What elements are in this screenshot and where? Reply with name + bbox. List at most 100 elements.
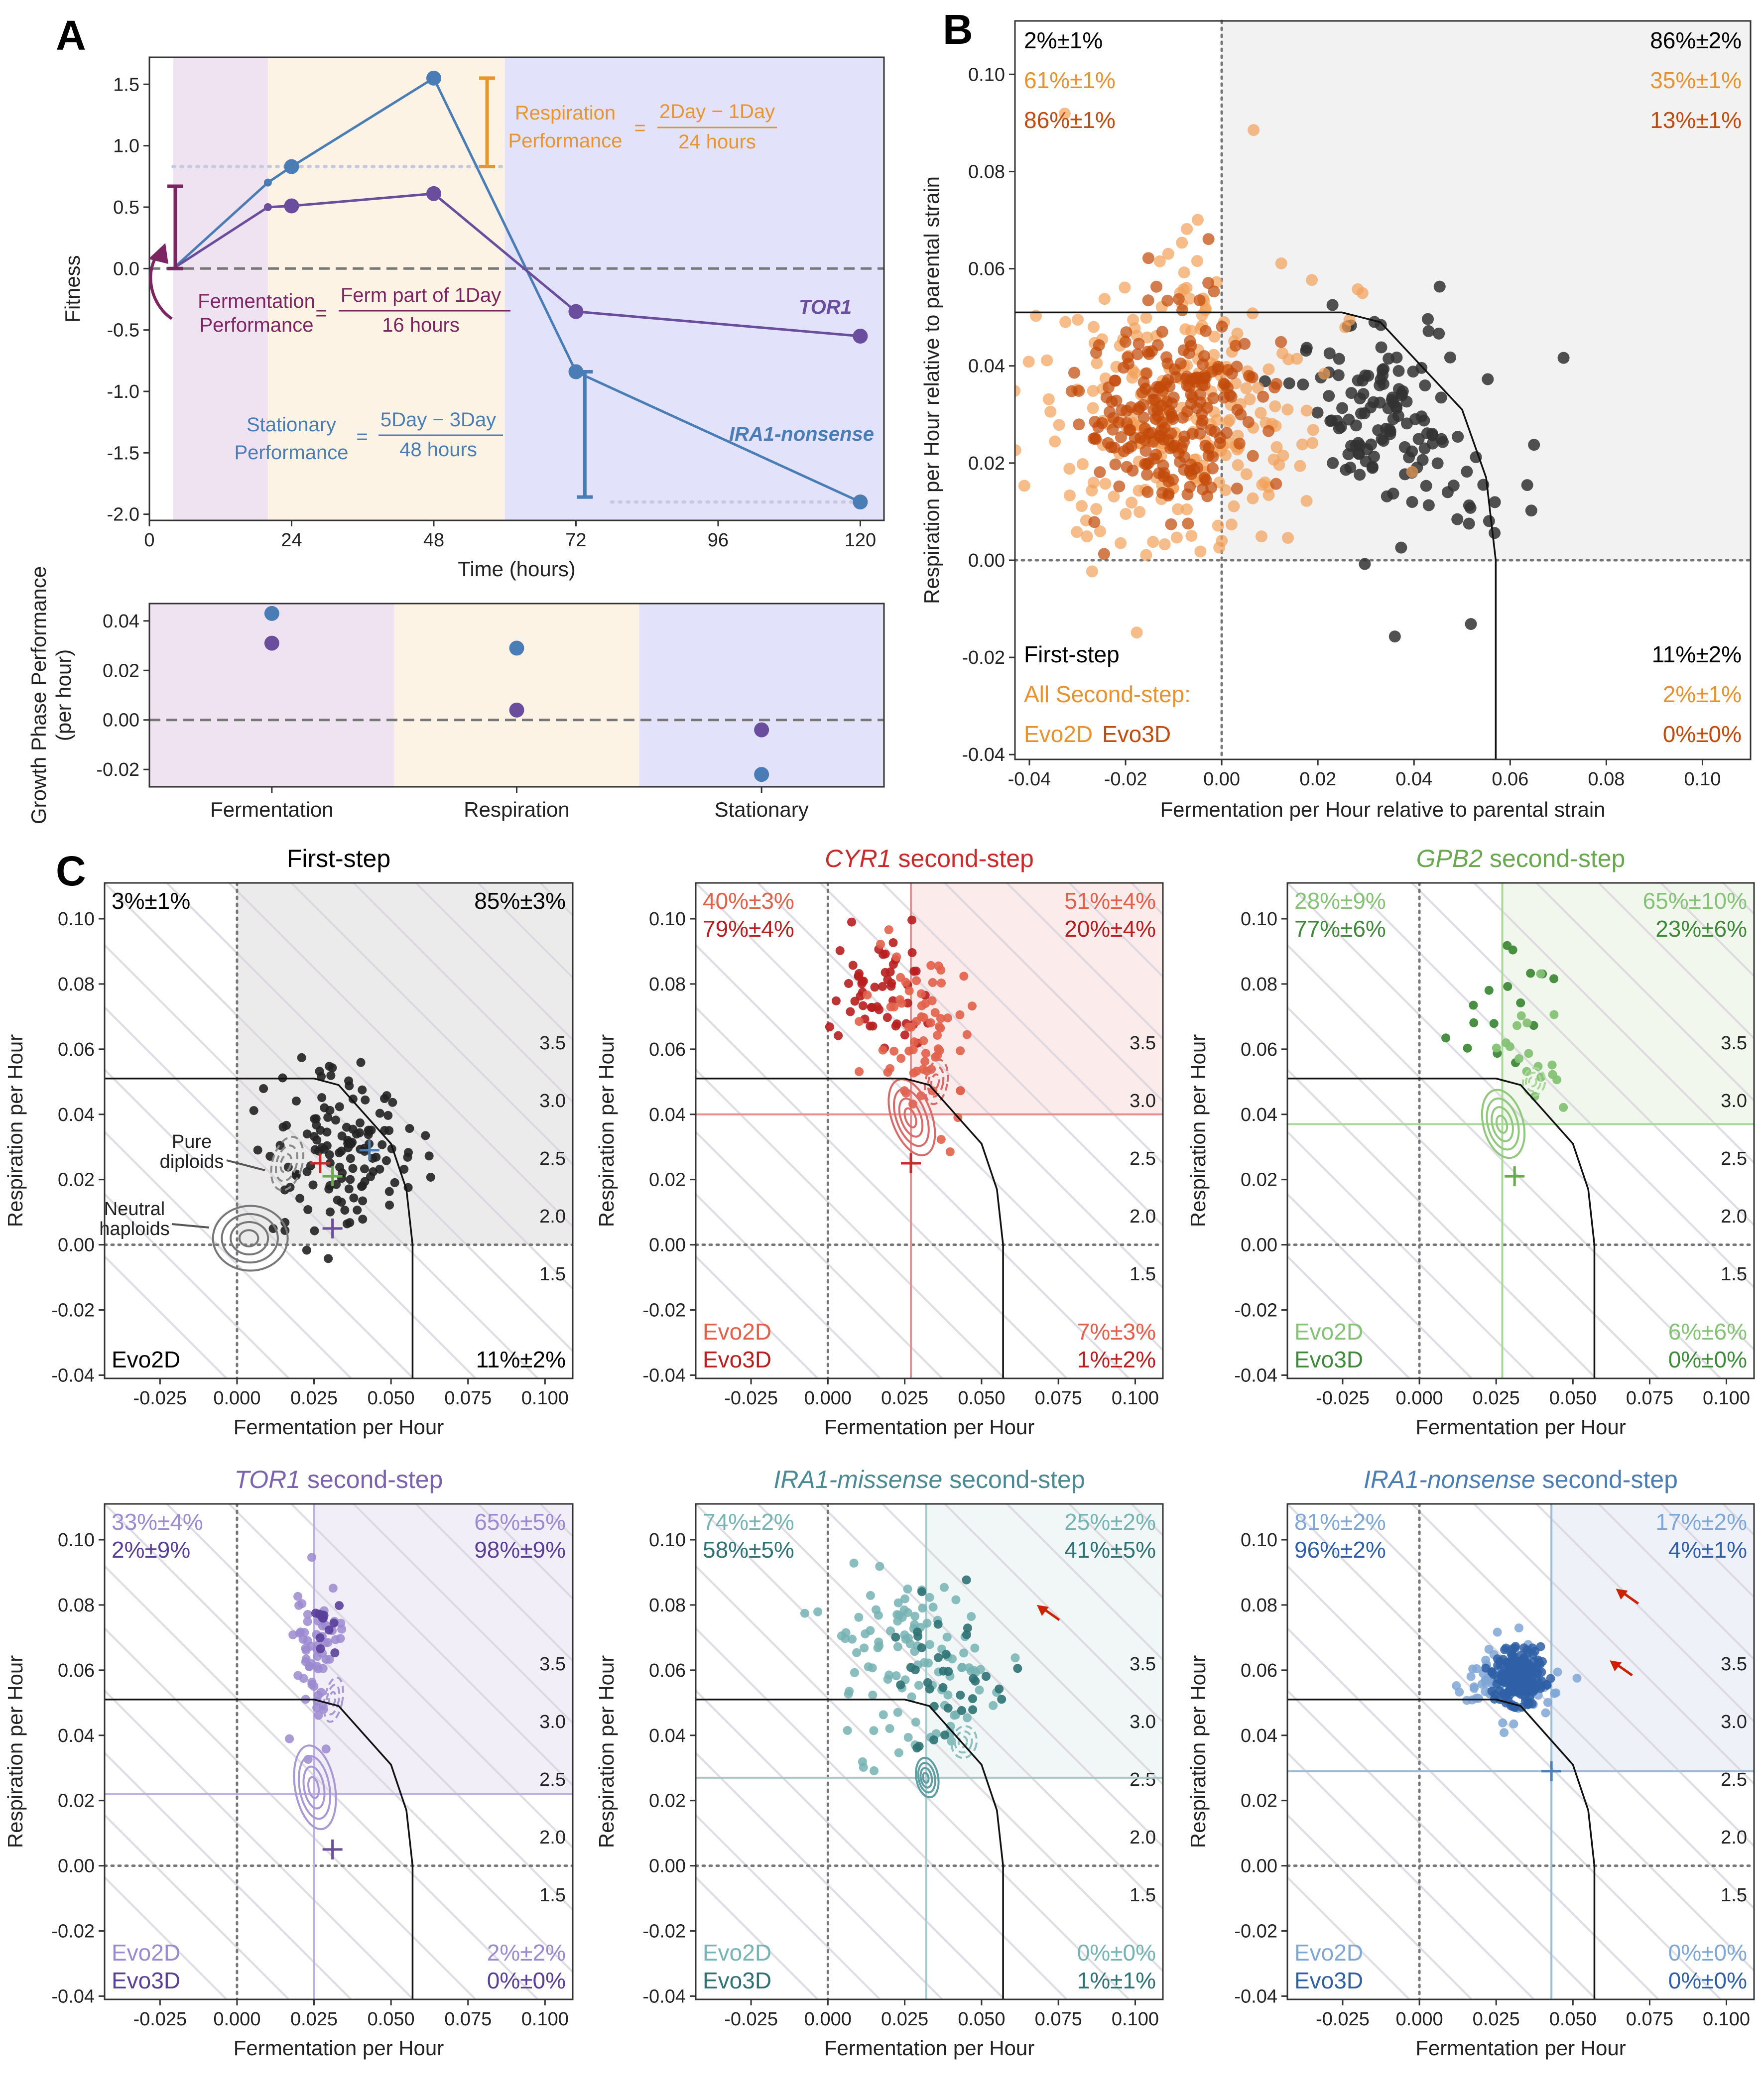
scatter-point bbox=[335, 1148, 344, 1157]
x-tick-label: 0.075 bbox=[1035, 2009, 1082, 2030]
stationary-equals: = bbox=[356, 426, 368, 448]
scatter-point bbox=[1520, 1692, 1529, 1702]
x-tick-label: 0.100 bbox=[1112, 1388, 1159, 1409]
scatter-point bbox=[324, 1254, 333, 1263]
scatter-point bbox=[900, 1594, 910, 1604]
y-tick-label: 0.08 bbox=[58, 1595, 95, 1616]
x-tick-label: 0.075 bbox=[444, 1388, 492, 1409]
scatter-point bbox=[297, 1599, 307, 1608]
scatter-point bbox=[841, 1628, 851, 1637]
growth-point-tor1 bbox=[264, 635, 279, 651]
scatter-point bbox=[348, 1124, 358, 1134]
iso-fitness-line bbox=[353, 1504, 573, 1725]
scatter-point bbox=[855, 1017, 864, 1026]
scatter-point bbox=[951, 1595, 961, 1605]
scatter-point bbox=[870, 983, 880, 992]
scatter-point bbox=[1294, 460, 1306, 472]
growth-point-ira1-nonsense bbox=[509, 640, 524, 656]
iso-fitness-line bbox=[1287, 1876, 1411, 1999]
scatter-point bbox=[355, 1118, 365, 1127]
scatter-point bbox=[1463, 1043, 1472, 1053]
quadrant-percentage: 13%±1% bbox=[1650, 107, 1742, 133]
scatter-point bbox=[426, 1172, 435, 1182]
iso-fitness-label: 2.5 bbox=[1130, 1148, 1156, 1169]
tor1-series-label: TOR1 bbox=[799, 296, 852, 318]
x-tick-label: 0.050 bbox=[368, 1388, 415, 1409]
y-tick-label: 0.06 bbox=[58, 1039, 95, 1060]
x-tick-label: 96 bbox=[708, 530, 729, 551]
scatter-point bbox=[1133, 338, 1145, 350]
scatter-point bbox=[1010, 1653, 1020, 1663]
contour-label-arrow bbox=[226, 1159, 265, 1171]
scatter-point bbox=[315, 1067, 324, 1076]
iso-fitness-line bbox=[166, 1504, 573, 1911]
scatter-point bbox=[1345, 387, 1358, 399]
scatter-point bbox=[1496, 1660, 1505, 1669]
iso-fitness-line bbox=[944, 1504, 1163, 1724]
scatter-point bbox=[997, 1695, 1007, 1704]
density-contour bbox=[915, 1756, 940, 1799]
scatter-point bbox=[288, 1630, 298, 1639]
iso-fitness-line bbox=[1287, 1193, 1473, 1378]
iso-fitness-label: 1.5 bbox=[539, 1885, 566, 1906]
scatter-point bbox=[1521, 479, 1533, 492]
density-contour bbox=[1528, 1076, 1537, 1088]
scatter-point bbox=[1162, 434, 1175, 446]
scatter-point bbox=[1090, 503, 1103, 515]
scatter-point bbox=[909, 1037, 919, 1047]
scatter-point bbox=[1247, 450, 1259, 462]
scatter-point bbox=[1165, 518, 1177, 530]
scatter-point bbox=[1421, 427, 1433, 440]
scatter-point bbox=[936, 1014, 945, 1023]
legend-label: Evo2D bbox=[1294, 1940, 1363, 1966]
scatter-point bbox=[313, 1652, 322, 1661]
scatter-point bbox=[303, 1205, 313, 1215]
scatter-point bbox=[868, 1003, 877, 1012]
scatter-point bbox=[311, 1114, 321, 1123]
scatter-point bbox=[316, 1644, 325, 1653]
scatter-point bbox=[882, 1013, 892, 1022]
y-tick-label: 0.00 bbox=[1241, 1235, 1277, 1256]
scatter-point bbox=[1536, 969, 1545, 979]
scatter-point bbox=[353, 1205, 362, 1215]
scatter-point bbox=[908, 1045, 918, 1055]
x-tick-label: 0.075 bbox=[1035, 1388, 1082, 1409]
iso-fitness-line bbox=[1068, 1504, 1163, 1599]
scatter-point bbox=[299, 1674, 308, 1683]
scatter-point bbox=[924, 146, 936, 158]
panel-a-frame bbox=[148, 56, 885, 521]
scatter-point bbox=[975, 1685, 984, 1695]
scatter-point bbox=[921, 1049, 930, 1058]
x-axis-label: Fermentation per Hour bbox=[1415, 2036, 1626, 2060]
scatter-point bbox=[1323, 347, 1336, 360]
scatter-point bbox=[325, 1150, 334, 1159]
scatter-point bbox=[375, 1164, 384, 1174]
y-tick-label: -0.02 bbox=[51, 1300, 95, 1321]
scatter-point bbox=[911, 967, 921, 976]
scatter-point bbox=[939, 1666, 948, 1676]
panel-c-subplot-2: 3.5 3.0 2.5 2.0 1.5 0.10 0.08 0.06 0.04 0.02 0.00 -… bbox=[595, 845, 1164, 1439]
scatter-point bbox=[1121, 461, 1133, 473]
iso-fitness-line bbox=[1287, 1006, 1660, 1378]
scatter-point bbox=[1150, 280, 1163, 293]
scatter-point bbox=[325, 1062, 334, 1071]
y-tick-label: -0.02 bbox=[642, 1921, 686, 1942]
positive-region-shade bbox=[1551, 1504, 1754, 1771]
scatter-point bbox=[1199, 440, 1212, 452]
y-tick-label: 0.02 bbox=[649, 1170, 686, 1191]
scatter-point bbox=[1435, 391, 1447, 404]
iso-fitness-line bbox=[696, 1814, 882, 1999]
panel-c-subplot-6: 3.5 3.0 2.5 2.0 1.5 0.10 0.08 0.06 0.04 0.02 0.00 -… bbox=[1186, 1466, 1755, 2060]
scatter-point bbox=[1461, 466, 1473, 478]
scatter-point bbox=[1541, 1708, 1550, 1718]
scatter-point bbox=[929, 1735, 939, 1744]
x-tick-label: 0.050 bbox=[958, 2009, 1005, 2030]
scatter-point bbox=[1151, 380, 1163, 393]
y-tick-label: 0.08 bbox=[649, 1595, 686, 1616]
quadrant-percentage: 40%±3% bbox=[703, 888, 794, 914]
x-axis-label: Fermentation per Hour bbox=[824, 2036, 1035, 2060]
scatter-point bbox=[1318, 368, 1331, 380]
scatter-point bbox=[943, 1013, 952, 1023]
scatter-point bbox=[848, 1634, 857, 1644]
iso-fitness-label: 3.5 bbox=[1721, 1033, 1747, 1054]
